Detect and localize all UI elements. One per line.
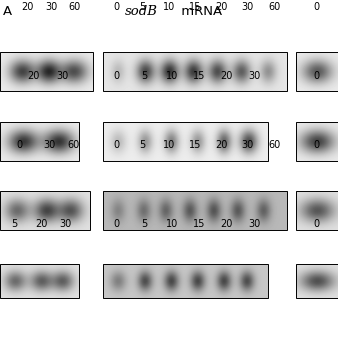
Text: sodB: sodB (125, 5, 158, 18)
Text: 20: 20 (35, 219, 48, 229)
Bar (103, 122, 268, 161)
Text: 20: 20 (215, 140, 228, 150)
Bar (296, 191, 338, 230)
Text: 10: 10 (163, 2, 175, 12)
Text: mRNA: mRNA (177, 5, 223, 18)
Text: 0: 0 (113, 140, 119, 150)
Bar (103, 52, 287, 91)
Text: 30: 30 (242, 140, 254, 150)
Text: 0: 0 (17, 140, 23, 150)
Text: 5: 5 (140, 2, 146, 12)
Text: 60: 60 (268, 140, 280, 150)
Text: 30: 30 (43, 140, 55, 150)
Text: 60: 60 (268, 2, 280, 12)
Text: 15: 15 (189, 2, 201, 12)
Bar (0, 122, 79, 161)
Bar (296, 264, 338, 298)
Text: 30: 30 (248, 71, 260, 81)
Text: 0: 0 (314, 2, 320, 12)
Text: 5: 5 (11, 219, 18, 229)
Text: 20: 20 (220, 71, 233, 81)
Bar (0, 191, 90, 230)
Bar (103, 264, 268, 298)
Text: 0: 0 (114, 71, 120, 81)
Text: 10: 10 (166, 71, 178, 81)
Text: 15: 15 (193, 219, 205, 229)
Text: 10: 10 (163, 140, 175, 150)
Text: 5: 5 (140, 140, 146, 150)
Text: 0: 0 (314, 219, 320, 229)
Text: 20: 20 (27, 71, 40, 81)
Text: 30: 30 (59, 219, 71, 229)
Text: 15: 15 (189, 140, 201, 150)
Text: 0: 0 (314, 71, 320, 81)
Bar (0, 264, 79, 298)
Text: 30: 30 (242, 2, 254, 12)
Bar (296, 122, 338, 161)
Text: 60: 60 (67, 140, 79, 150)
Text: 30: 30 (56, 71, 68, 81)
Text: 30: 30 (248, 219, 260, 229)
Text: 20: 20 (22, 2, 34, 12)
Text: 20: 20 (220, 219, 233, 229)
Text: A: A (3, 5, 13, 18)
Text: 0: 0 (114, 219, 120, 229)
Text: 0: 0 (113, 2, 119, 12)
Bar (0, 52, 93, 91)
Text: 10: 10 (166, 219, 178, 229)
Bar (296, 52, 338, 91)
Text: 0: 0 (314, 140, 320, 150)
Text: 5: 5 (141, 71, 147, 81)
Text: 30: 30 (45, 2, 57, 12)
Bar (103, 191, 287, 230)
Text: 20: 20 (215, 2, 228, 12)
Text: 15: 15 (193, 71, 205, 81)
Text: 5: 5 (141, 219, 147, 229)
Text: 60: 60 (68, 2, 80, 12)
